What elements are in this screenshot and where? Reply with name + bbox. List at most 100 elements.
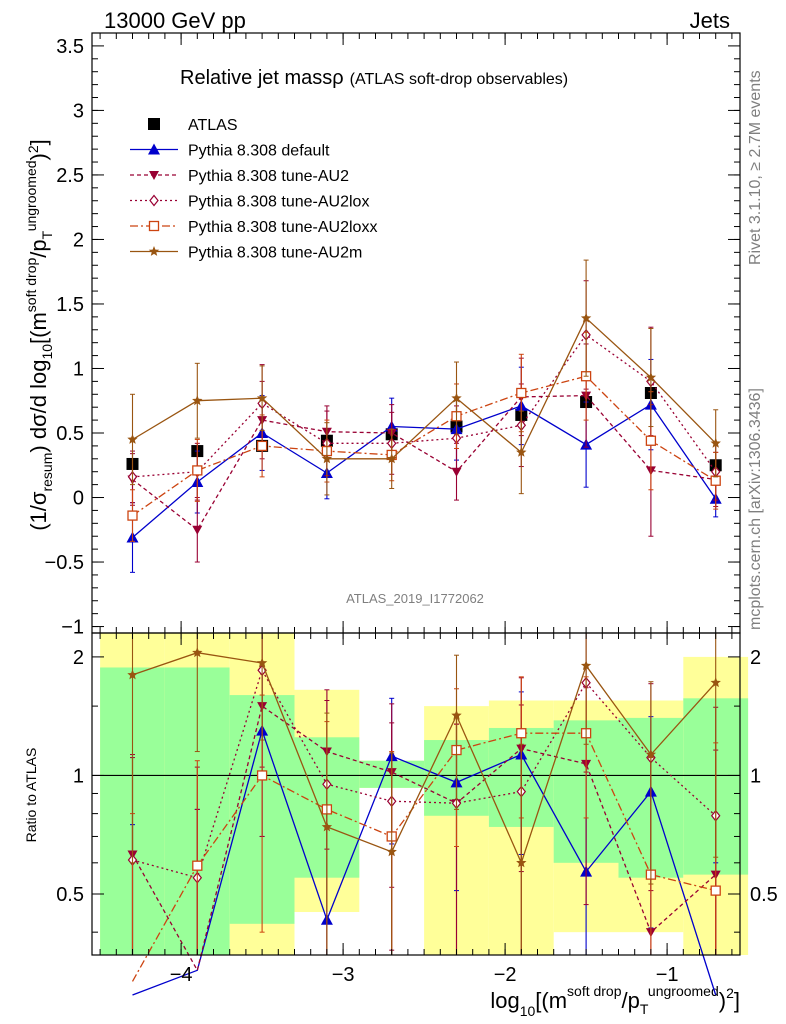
data-point — [451, 392, 462, 403]
data-point — [256, 392, 268, 403]
data-point — [710, 885, 721, 896]
legend-label: ATLAS — [188, 117, 238, 134]
data-point — [127, 510, 138, 521]
x-tick-label: −3 — [332, 964, 355, 986]
data-point — [580, 660, 592, 671]
data-point — [645, 372, 657, 382]
ratio-tick-label-left: 1 — [73, 765, 84, 787]
energy-label: 13000 GeV pp — [104, 8, 246, 33]
legend-label: Pythia 8.308 tune-AU2 — [188, 168, 349, 185]
series-pythia-8-308-tune-au2m — [127, 259, 721, 496]
svg-text:(1/σresum) dσ/d log10[(msoft d: (1/σresum) dσ/d log10[(msoft drop/pTungr… — [23, 139, 55, 531]
legend-entry: Pythia 8.308 tune-AU2lox — [130, 194, 369, 211]
series-line — [132, 652, 717, 865]
series-pythia-8-308-tune-au2lox — [127, 280, 721, 504]
y-tick-label: −1 — [61, 617, 84, 639]
x-tick-label: −4 — [170, 964, 193, 986]
y-tick-label: −0.5 — [45, 552, 84, 574]
ratio-tick-label-left: 2 — [73, 647, 84, 669]
legend-label: Pythia 8.308 tune-AU2lox — [188, 194, 369, 211]
data-point — [580, 312, 592, 323]
data-point — [192, 465, 203, 476]
x-tick-label: −2 — [494, 964, 517, 986]
jets-label: Jets — [690, 8, 730, 33]
plot-title: Relative jet massρ (ATLAS soft-drop obser… — [180, 67, 568, 89]
data-point — [710, 677, 721, 688]
data-point — [516, 387, 527, 399]
legend-marker — [148, 118, 160, 130]
ratio-tick-label-right: 1 — [750, 765, 761, 787]
data-point — [386, 453, 397, 464]
main-y-axis-label: (1/σresum) dσ/d log10[(msoft drop/pTungr… — [23, 139, 55, 531]
series-line — [131, 732, 716, 982]
data-point — [127, 434, 138, 444]
series-pythia-8-308-tune-au2m — [127, 632, 721, 956]
title-sub: (ATLAS soft-drop observables) — [350, 71, 568, 88]
rivet-label: Rivet 3.1.10, ≥ 2.7M events — [747, 70, 764, 265]
data-point — [710, 475, 721, 486]
y-tick-label: 2 — [73, 229, 84, 251]
legend-label: Pythia 8.308 default — [188, 143, 330, 160]
data-point — [516, 446, 527, 457]
series-line — [132, 668, 717, 879]
data-point — [516, 728, 527, 739]
data-point — [645, 749, 657, 759]
ratio-tick-label-right: 0.5 — [750, 884, 778, 906]
legend-label: Pythia 8.308 tune-AU2loxx — [188, 219, 377, 236]
series-pythia-8-308-default — [126, 358, 722, 573]
series-pythia-8-308-tune-au2loxx — [127, 331, 721, 542]
y-tick-label: 2.5 — [56, 165, 84, 187]
x-axis-label: log10[(msoft drop/pTungroomed)2] — [490, 983, 740, 1019]
data-point — [645, 435, 657, 446]
data-point — [256, 657, 268, 668]
series-line — [131, 705, 717, 973]
legend-marker — [149, 171, 159, 180]
series-line — [132, 403, 717, 538]
data-point — [256, 770, 268, 781]
legend-marker — [148, 246, 160, 256]
title-rho: ρ — [332, 67, 343, 89]
data-point — [192, 525, 203, 535]
series-line — [132, 394, 716, 531]
data-point — [321, 821, 333, 832]
ratio-tick-label-left: 0.5 — [56, 884, 84, 906]
legend-entry: Pythia 8.308 tune-AU2loxx — [130, 219, 377, 236]
y-tick-label: 3 — [73, 100, 84, 122]
legend-entry: Pythia 8.308 tune-AU2 — [130, 168, 349, 185]
data-point — [256, 440, 268, 452]
data-point — [710, 437, 721, 448]
legend-marker — [148, 220, 160, 232]
series-line — [132, 728, 717, 996]
series-line — [132, 317, 717, 460]
y-tick-label: 0 — [73, 488, 84, 510]
series-line — [132, 375, 717, 517]
legend-entry: ATLAS — [148, 117, 238, 134]
data-point — [192, 860, 203, 871]
data-point — [192, 647, 203, 658]
analysis-id-label: ATLAS_2019_I1772062 — [346, 591, 484, 606]
series-pythia-8-308-tune-au2 — [127, 343, 721, 563]
y-tick-label: 1.5 — [56, 294, 84, 316]
y-tick-label: 1 — [73, 358, 84, 380]
legend-marker — [149, 194, 159, 207]
data-point — [386, 846, 397, 857]
legend-marker — [148, 143, 160, 155]
y-tick-label: 3.5 — [56, 36, 84, 58]
title-main: Relative jet mass — [180, 67, 332, 89]
data-point — [127, 669, 138, 680]
legend: ATLAS Pythia 8.308 default Pythia 8.308 tu… — [130, 117, 377, 262]
ratio-series — [92, 632, 740, 996]
ratio-tick-label-right: 2 — [750, 647, 761, 669]
legend-entry: Pythia 8.308 tune-AU2m — [130, 245, 362, 262]
mcplots-label: mcplots.cern.ch [arXiv:1306.3436] — [747, 388, 764, 630]
ratio-y-axis-label: Ratio to ATLAS — [23, 748, 39, 843]
data-point — [192, 395, 203, 406]
y-tick-label: 0.5 — [56, 423, 84, 445]
x-tick-label: −1 — [656, 964, 679, 986]
legend-label: Pythia 8.308 tune-AU2m — [188, 245, 362, 262]
data-point — [516, 857, 527, 868]
legend-entry: Pythia 8.308 default — [130, 143, 330, 160]
main-series — [126, 259, 722, 573]
data-point — [451, 710, 462, 720]
